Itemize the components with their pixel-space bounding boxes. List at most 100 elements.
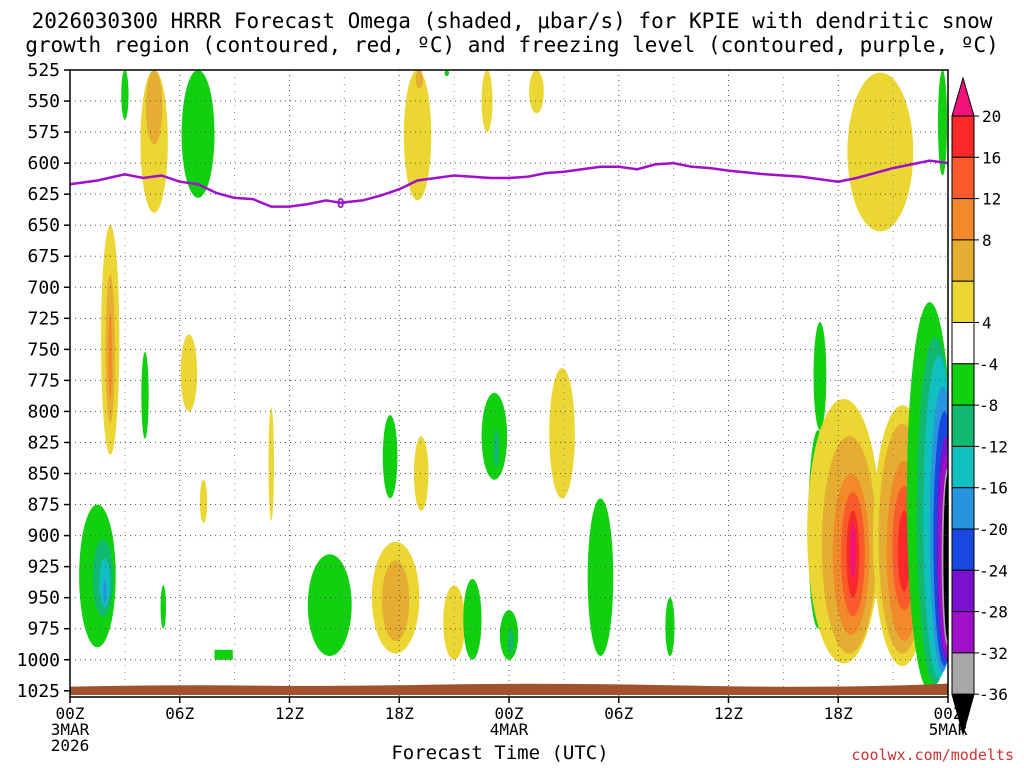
terrain-band xyxy=(70,683,948,695)
omega-area xyxy=(382,415,398,499)
y-tick-label: 625 xyxy=(27,184,60,205)
colorbar-bin xyxy=(951,611,975,654)
colorbar-bin-bottom-arrow xyxy=(951,693,975,737)
omega-shaded-areas xyxy=(79,70,948,691)
y-tick-label: 925 xyxy=(27,557,60,578)
y-tick-label: 550 xyxy=(27,91,60,112)
colorbar-label: -4 xyxy=(979,355,998,374)
x-tick-date: 3MAR xyxy=(51,720,90,739)
source-credit: coolwx.com/modelts xyxy=(851,746,1014,764)
colorbar-bin xyxy=(951,322,975,365)
x-tick-label: 18Z xyxy=(824,704,853,723)
x-tick-date: 4MAR xyxy=(490,720,529,739)
x-tick-label: 00Z xyxy=(495,704,524,723)
omega-area xyxy=(847,72,914,232)
colorbar-label: 4 xyxy=(982,314,992,333)
y-tick-label: 1000 xyxy=(17,650,60,671)
chart-title-line-2: growth region (contoured, red, ºC) and f… xyxy=(25,33,999,57)
x-tick-label: 12Z xyxy=(714,704,743,723)
omega-area xyxy=(141,351,149,439)
omega-area xyxy=(108,312,113,400)
colorbar-label: 20 xyxy=(982,107,1001,126)
x-tick-label: 18Z xyxy=(385,704,414,723)
omega-area xyxy=(850,523,856,580)
colorbar-label: -32 xyxy=(979,644,1008,663)
colorbar-label: 12 xyxy=(982,190,1001,209)
colorbar-label: -8 xyxy=(979,396,998,415)
colorbar-label: -24 xyxy=(979,561,1008,580)
colorbar-bin xyxy=(951,115,975,158)
omega-area xyxy=(549,367,575,499)
omega-area xyxy=(403,70,432,201)
colorbar-bin xyxy=(951,239,975,282)
freezing-level-contour: 0 xyxy=(69,159,949,212)
x-tick-label: 06Z xyxy=(604,704,633,723)
y-tick-label: 600 xyxy=(27,153,60,174)
colorbar-bin xyxy=(951,363,975,406)
y-tick-label: 950 xyxy=(27,588,60,609)
x-tick-date: 5MAR xyxy=(929,720,968,739)
omega-area xyxy=(443,585,466,660)
colorbar-label: -20 xyxy=(979,520,1008,539)
freezing-level-line xyxy=(69,159,949,208)
omega-area xyxy=(199,479,208,524)
omega-area xyxy=(587,498,614,657)
y-tick-label: 700 xyxy=(27,277,60,298)
omega-area xyxy=(665,597,675,657)
colorbar-bin-top-arrow xyxy=(951,76,975,117)
colorbar-label: 8 xyxy=(982,231,992,250)
y-tick-label: 775 xyxy=(27,370,60,391)
y-tick-label: 825 xyxy=(27,432,60,453)
omega-area xyxy=(381,560,410,642)
omega-area xyxy=(415,70,424,89)
omega-area xyxy=(268,407,274,521)
omega-area xyxy=(180,334,198,412)
y-tick-label: 525 xyxy=(27,60,60,81)
y-tick-label: 800 xyxy=(27,401,60,422)
colorbar-label: -28 xyxy=(979,603,1008,622)
x-axis-label: Forecast Time (UTC) xyxy=(391,742,609,764)
x-tick-year: 2026 xyxy=(51,736,90,755)
y-axis-ticks: 525 550 575 600 625 650 675 700 725 750 775 800 825 8… xyxy=(17,60,70,702)
y-tick-label: 850 xyxy=(27,464,60,485)
freezing-level-label: 0 xyxy=(337,197,345,212)
omega-area xyxy=(529,70,544,114)
omega-area xyxy=(444,70,450,77)
colorbar-bin xyxy=(951,404,975,447)
omega-area xyxy=(481,70,493,133)
colorbar-bin xyxy=(951,156,975,200)
omega-area xyxy=(937,70,948,176)
colorbar-label: -12 xyxy=(979,437,1008,456)
omega-area xyxy=(463,579,482,660)
y-tick-label: 575 xyxy=(27,122,60,143)
omega-area xyxy=(121,70,129,120)
omega-area xyxy=(307,554,352,657)
omega-area xyxy=(181,70,215,198)
omega-area xyxy=(102,579,107,604)
omega-area xyxy=(145,70,163,145)
chart-title-line-1: 2026030300 HRRR Forecast Omega (shaded, … xyxy=(31,9,993,33)
y-tick-label: 650 xyxy=(27,215,60,236)
colorbar: 20 16 12 8 4 -4 -8 -12 -16 -20 -24 -28 -32 -36 xyxy=(951,76,1008,737)
omega-area xyxy=(493,430,499,468)
y-tick-label: 725 xyxy=(27,308,60,329)
omega-area xyxy=(214,649,233,660)
x-tick-label: 06Z xyxy=(165,704,194,723)
colorbar-bin xyxy=(951,652,975,695)
colorbar-bin xyxy=(951,487,975,530)
y-tick-label: 900 xyxy=(27,526,60,547)
colorbar-bin xyxy=(951,198,975,241)
colorbar-bin xyxy=(951,569,975,613)
omega-area xyxy=(943,473,948,642)
colorbar-label: -36 xyxy=(979,685,1008,704)
x-tick-label: 12Z xyxy=(275,704,304,723)
omega-area xyxy=(508,628,514,654)
y-tick-label: 675 xyxy=(27,246,60,267)
terrain-surface xyxy=(70,683,948,695)
colorbar-label: -16 xyxy=(979,479,1008,498)
omega-area xyxy=(160,585,167,629)
colorbar-label: 16 xyxy=(982,148,1001,167)
y-tick-label: 875 xyxy=(27,495,60,516)
omega-area xyxy=(413,436,429,511)
